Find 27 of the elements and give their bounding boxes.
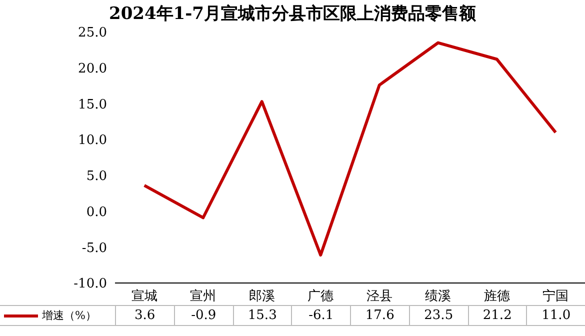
data-label: -0.9 — [174, 306, 232, 325]
x-tick-label: 宣城 — [131, 288, 158, 304]
data-label: 21.2 — [468, 306, 526, 325]
y-tick-label: 5.0 — [86, 169, 107, 184]
data-label: 11.0 — [526, 306, 585, 325]
x-tick-label: 绩溪 — [425, 289, 452, 304]
chart-title: 2024年1-7月宣城市分县市区限上消费品零售额 — [108, 3, 478, 25]
legend-label: 增速（%） — [42, 308, 96, 323]
data-label: 3.6 — [115, 306, 174, 325]
x-tick-label: 泾县 — [366, 289, 392, 304]
data-label: 15.3 — [232, 306, 292, 325]
line-series — [142, 41, 558, 257]
y-tick-label: -10.0 — [74, 276, 107, 292]
y-tick-label: 25.0 — [78, 26, 107, 41]
y-tick-label: -5.0 — [82, 240, 107, 256]
x-tick-label: 广德 — [308, 289, 334, 304]
y-tick-label: 0.0 — [86, 204, 107, 220]
y-tick-label: 15.0 — [78, 97, 107, 112]
data-label: 17.6 — [350, 306, 409, 325]
x-tick-label: 旌德 — [484, 289, 510, 304]
x-tick-label: 宣州 — [190, 288, 216, 304]
data-label: 23.5 — [408, 306, 468, 325]
x-tick-label: 宁国 — [542, 288, 569, 304]
x-tick-label: 郎溪 — [248, 288, 275, 304]
data-label: -6.1 — [291, 306, 350, 325]
y-tick-label: 10.0 — [78, 133, 107, 148]
y-tick-label: 20.0 — [78, 61, 107, 76]
